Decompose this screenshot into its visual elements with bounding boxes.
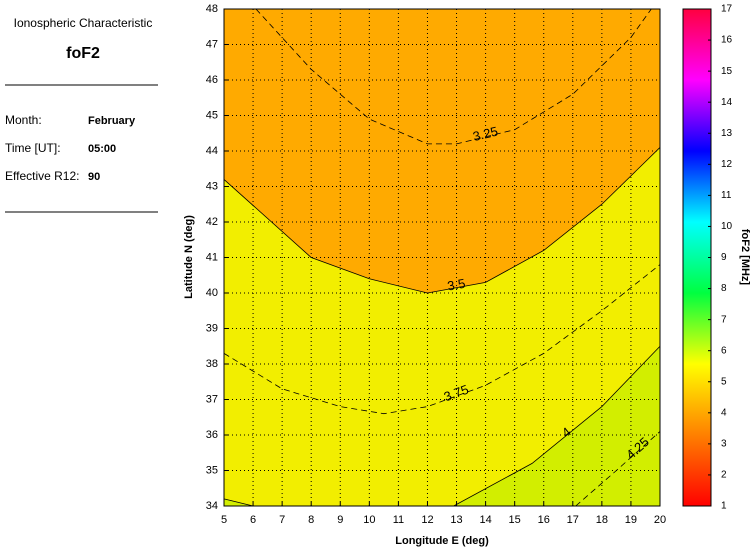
colorbar-tick-label: 10 bbox=[721, 221, 733, 232]
x-tick-label: 20 bbox=[654, 514, 666, 526]
colorbar-tick-label: 16 bbox=[721, 35, 733, 46]
row-value: 05:00 bbox=[88, 143, 116, 155]
x-tick-label: 11 bbox=[393, 514, 404, 526]
x-tick-label: 12 bbox=[421, 514, 433, 526]
colorbar-tick-label: 4 bbox=[721, 407, 727, 418]
colorbar-tick-label: 9 bbox=[721, 252, 727, 263]
x-tick-label: 13 bbox=[450, 514, 462, 526]
colorbar-tick-label: 15 bbox=[721, 66, 733, 77]
colorbar-tick-label: 17 bbox=[721, 4, 733, 15]
y-tick-label: 39 bbox=[206, 322, 218, 334]
y-tick-label: 36 bbox=[206, 429, 218, 441]
x-tick-label: 5 bbox=[221, 514, 227, 526]
y-tick-label: 47 bbox=[206, 38, 218, 50]
y-tick-label: 34 bbox=[206, 500, 218, 512]
x-tick-label: 14 bbox=[479, 514, 491, 526]
x-tick-label: 17 bbox=[567, 514, 579, 526]
x-tick-label: 18 bbox=[596, 514, 608, 526]
row-label: Effective R12: bbox=[5, 169, 79, 183]
y-tick-label: 38 bbox=[206, 358, 218, 370]
y-tick-label: 37 bbox=[206, 393, 218, 405]
y-tick-label: 45 bbox=[206, 109, 218, 121]
x-tick-label: 7 bbox=[279, 514, 285, 526]
colorbar-label: foF2 [MHz] bbox=[739, 229, 751, 286]
x-tick-label: 10 bbox=[363, 514, 375, 526]
colorbar-tick-label: 2 bbox=[721, 470, 727, 481]
y-tick-label: 42 bbox=[206, 216, 218, 228]
contour-line bbox=[255, 8, 652, 145]
x-tick-label: 6 bbox=[250, 514, 256, 526]
row-label: Month: bbox=[5, 113, 42, 127]
colorbar-tick-label: 8 bbox=[721, 283, 727, 294]
x-tick-label: 15 bbox=[509, 514, 521, 526]
y-tick-label: 35 bbox=[206, 464, 218, 476]
y-axis-label: Latitude N (deg) bbox=[183, 215, 195, 299]
y-tick-label: 48 bbox=[206, 3, 218, 15]
contour-line bbox=[223, 147, 661, 294]
row-value: February bbox=[88, 115, 136, 127]
contour-line bbox=[223, 345, 661, 507]
x-tick-label: 8 bbox=[308, 514, 314, 526]
contour-label: 3.25 bbox=[471, 123, 499, 144]
colorbar bbox=[682, 8, 712, 507]
x-tick-label: 19 bbox=[625, 514, 637, 526]
y-tick-label: 43 bbox=[206, 180, 218, 192]
x-axis-label: Longitude E (deg) bbox=[395, 535, 489, 547]
contour-line bbox=[575, 431, 661, 507]
contour-line bbox=[223, 264, 661, 415]
panel-parameter: foF2 bbox=[66, 45, 100, 62]
colorbar-tick-label: 12 bbox=[721, 159, 733, 170]
colorbar-tick-label: 14 bbox=[721, 97, 733, 108]
colorbar-tick-label: 13 bbox=[721, 128, 733, 139]
colorbar-tick-label: 5 bbox=[721, 376, 727, 387]
y-tick-label: 44 bbox=[206, 145, 218, 157]
contour-label: 3.5 bbox=[446, 276, 466, 294]
panel-heading: Ionospheric Characteristic bbox=[14, 16, 153, 30]
colorbar-tick-label: 1 bbox=[721, 501, 727, 512]
region bbox=[453, 346, 660, 506]
x-tick-label: 9 bbox=[337, 514, 343, 526]
y-tick-label: 41 bbox=[206, 251, 218, 263]
y-tick-label: 40 bbox=[206, 287, 218, 299]
colorbar-tick-label: 7 bbox=[721, 314, 727, 325]
colorbar-tick-label: 3 bbox=[721, 439, 727, 450]
colorbar-tick-label: 6 bbox=[721, 345, 727, 356]
row-value: 90 bbox=[88, 171, 100, 183]
colorbar-tick-label: 11 bbox=[721, 190, 732, 201]
row-label: Time [UT]: bbox=[5, 141, 61, 155]
y-tick-label: 46 bbox=[206, 74, 218, 86]
x-tick-label: 16 bbox=[538, 514, 550, 526]
